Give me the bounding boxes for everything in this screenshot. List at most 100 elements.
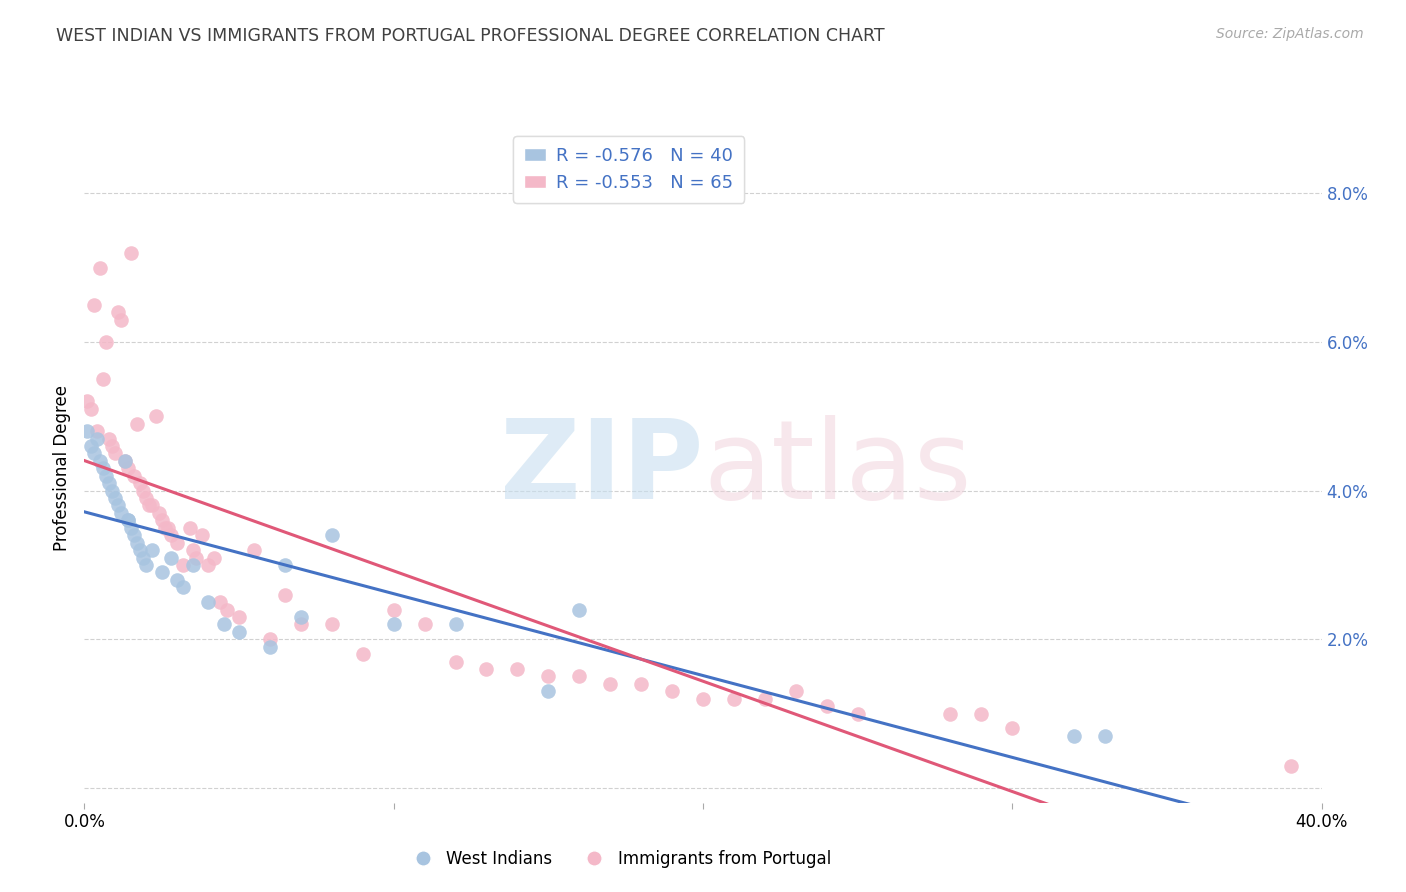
Point bbox=[1279, 758, 1302, 772]
Point bbox=[939, 706, 962, 721]
Text: Source: ZipAtlas.com: Source: ZipAtlas.com bbox=[1216, 27, 1364, 41]
Point bbox=[76, 394, 98, 409]
Point bbox=[259, 640, 281, 654]
Point bbox=[475, 662, 498, 676]
Point bbox=[107, 499, 129, 513]
Point bbox=[110, 506, 132, 520]
Point bbox=[132, 483, 155, 498]
Point bbox=[661, 684, 683, 698]
Point bbox=[138, 499, 160, 513]
Text: atlas: atlas bbox=[703, 415, 972, 522]
Point bbox=[86, 432, 108, 446]
Point bbox=[166, 535, 188, 549]
Point bbox=[122, 468, 145, 483]
Point bbox=[191, 528, 214, 542]
Point bbox=[94, 468, 117, 483]
Point bbox=[153, 521, 176, 535]
Point bbox=[104, 446, 127, 460]
Point bbox=[120, 245, 142, 260]
Point bbox=[129, 476, 152, 491]
Point bbox=[274, 558, 297, 572]
Point bbox=[382, 602, 405, 616]
Point bbox=[444, 655, 467, 669]
Point bbox=[785, 684, 807, 698]
Point bbox=[212, 617, 235, 632]
Point bbox=[160, 528, 183, 542]
Point bbox=[172, 580, 194, 594]
Point bbox=[101, 483, 124, 498]
Point bbox=[209, 595, 232, 609]
Legend: R = -0.576   N = 40, R = -0.553   N = 65: R = -0.576 N = 40, R = -0.553 N = 65 bbox=[513, 136, 744, 202]
Point bbox=[568, 602, 591, 616]
Point bbox=[290, 617, 312, 632]
Point bbox=[98, 476, 121, 491]
Point bbox=[179, 521, 201, 535]
Point bbox=[125, 417, 148, 431]
Point bbox=[181, 543, 204, 558]
Point bbox=[184, 550, 207, 565]
Point bbox=[599, 677, 621, 691]
Point bbox=[352, 647, 374, 661]
Point bbox=[537, 684, 560, 698]
Point bbox=[568, 669, 591, 683]
Point bbox=[141, 543, 163, 558]
Legend: West Indians, Immigrants from Portugal: West Indians, Immigrants from Portugal bbox=[399, 844, 838, 875]
Point bbox=[135, 558, 157, 572]
Point bbox=[114, 454, 136, 468]
Point bbox=[692, 691, 714, 706]
Point bbox=[129, 543, 152, 558]
Point bbox=[79, 401, 101, 416]
Point bbox=[197, 558, 219, 572]
Point bbox=[970, 706, 993, 721]
Point bbox=[506, 662, 529, 676]
Point bbox=[1094, 729, 1116, 743]
Point bbox=[160, 550, 183, 565]
Text: WEST INDIAN VS IMMIGRANTS FROM PORTUGAL PROFESSIONAL DEGREE CORRELATION CHART: WEST INDIAN VS IMMIGRANTS FROM PORTUGAL … bbox=[56, 27, 884, 45]
Point bbox=[723, 691, 745, 706]
Point bbox=[150, 566, 173, 580]
Text: ZIP: ZIP bbox=[499, 415, 703, 522]
Point bbox=[117, 513, 139, 527]
Point bbox=[122, 528, 145, 542]
Point bbox=[1063, 729, 1085, 743]
Point bbox=[107, 305, 129, 319]
Point bbox=[215, 602, 238, 616]
Point bbox=[89, 260, 111, 275]
Point bbox=[83, 446, 105, 460]
Point bbox=[117, 513, 139, 527]
Point bbox=[382, 617, 405, 632]
Point bbox=[228, 610, 250, 624]
Point bbox=[150, 513, 173, 527]
Point bbox=[444, 617, 467, 632]
Point bbox=[413, 617, 436, 632]
Point bbox=[135, 491, 157, 505]
Point bbox=[259, 632, 281, 647]
Point bbox=[156, 521, 179, 535]
Point bbox=[197, 595, 219, 609]
Point bbox=[243, 543, 266, 558]
Point bbox=[630, 677, 652, 691]
Point bbox=[79, 439, 101, 453]
Point bbox=[290, 610, 312, 624]
Point bbox=[321, 528, 343, 542]
Point bbox=[172, 558, 194, 572]
Point bbox=[228, 624, 250, 639]
Point bbox=[166, 573, 188, 587]
Point bbox=[76, 424, 98, 438]
Point bbox=[86, 424, 108, 438]
Point bbox=[91, 372, 114, 386]
Point bbox=[141, 499, 163, 513]
Point bbox=[815, 699, 838, 714]
Point bbox=[537, 669, 560, 683]
Point bbox=[181, 558, 204, 572]
Point bbox=[110, 312, 132, 326]
Point bbox=[132, 550, 155, 565]
Point bbox=[89, 454, 111, 468]
Y-axis label: Professional Degree: Professional Degree bbox=[53, 385, 72, 551]
Point bbox=[145, 409, 167, 424]
Point bbox=[120, 521, 142, 535]
Point bbox=[114, 454, 136, 468]
Point bbox=[148, 506, 170, 520]
Point bbox=[125, 535, 148, 549]
Point bbox=[1001, 722, 1024, 736]
